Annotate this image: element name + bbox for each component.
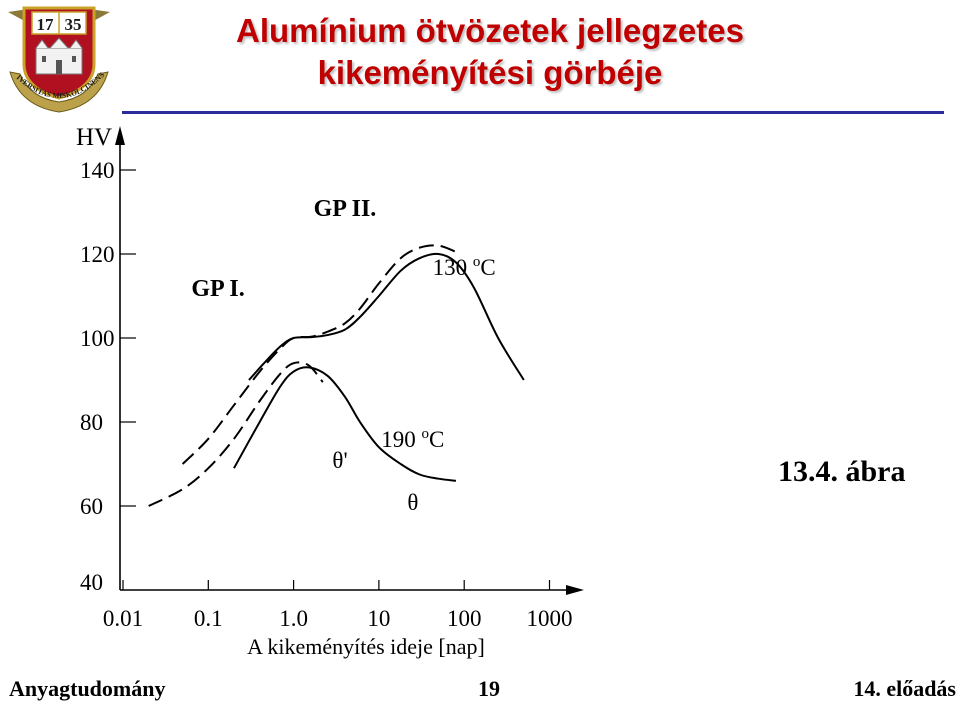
y-tick-label: 100 (80, 326, 115, 351)
curve-gp-ii (181, 244, 457, 465)
chart-annotation: θ' (332, 448, 347, 473)
figure-label: 13.4. ábra (778, 455, 906, 488)
x-tick-label: 10 (367, 606, 390, 631)
seal-year-right: 35 (65, 15, 82, 34)
footer-page-number: 19 (478, 676, 500, 701)
x-tick-label: 0.1 (194, 606, 223, 631)
y-tick-label: 40 (80, 570, 103, 595)
footer-lecture-number: 14. előadás (853, 676, 956, 701)
chart-axes (115, 126, 584, 595)
chart-annotation: GP II. (314, 196, 377, 222)
y-tick-label: 140 (80, 158, 115, 183)
seal-year-left: 17 (37, 15, 55, 34)
y-axis-arrow (115, 126, 125, 145)
slide-title-line2: kikeményítési görbéje (317, 54, 663, 91)
y-tick-label: 120 (80, 242, 115, 267)
y-tick-label: 60 (80, 494, 103, 519)
chart-annotation: θ (407, 490, 418, 515)
x-tick-label: 1000 (527, 606, 573, 631)
y-axis-label: HV (76, 124, 112, 151)
x-tick-label: 100 (447, 606, 482, 631)
slide-title-line1: Alumínium ötvözetek jellegzetes (236, 12, 744, 49)
x-axis-arrow (566, 585, 584, 595)
x-axis-label: A kikeményítés ideje [nap] (247, 634, 485, 659)
curve-gp-i (148, 361, 324, 507)
y-tick-label: 80 (80, 410, 103, 435)
title-divider (122, 111, 944, 114)
x-tick-label: 0.01 (103, 606, 143, 631)
curve-190-oc (233, 366, 457, 482)
chart-annotation: 130 oC (433, 254, 496, 280)
university-seal-logo: 17 35 UNIVERSITAS MISKOLCINENSIS (2, 2, 110, 113)
slide-title: Alumínium ötvözetek jellegzetes kikemény… (150, 10, 830, 94)
chart-annotation: GP I. (191, 276, 244, 302)
x-tick-label: 1.0 (279, 606, 308, 631)
chart-annotation: 190 oC (381, 426, 444, 452)
footer-course-title: Anyagtudomány (9, 676, 166, 701)
